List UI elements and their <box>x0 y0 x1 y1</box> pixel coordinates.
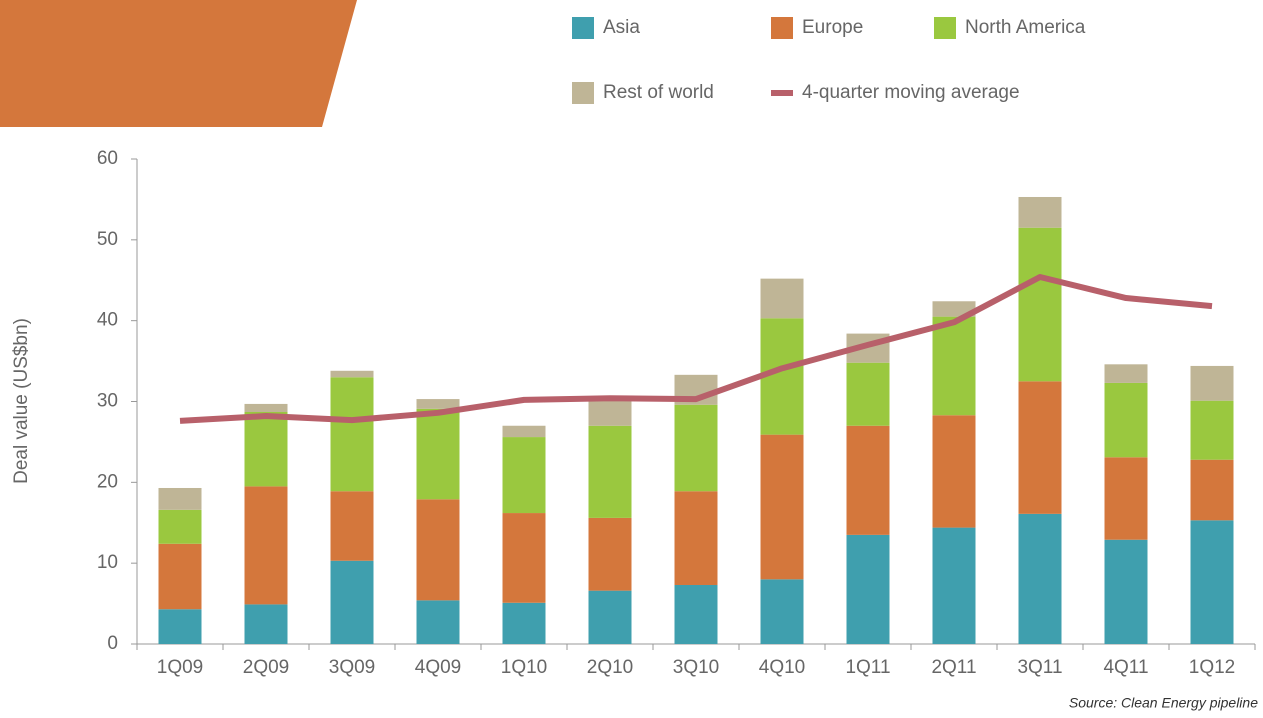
x-tick-label: 3Q10 <box>673 657 719 678</box>
y-tick-label: 0 <box>107 633 118 654</box>
legend-label: Asia <box>603 17 640 38</box>
y-tick-label: 30 <box>97 391 118 412</box>
bar-segment <box>674 491 718 585</box>
x-tick-label: 4Q10 <box>759 657 805 678</box>
x-tick-label: 2Q10 <box>587 657 633 678</box>
bar-segment <box>244 604 288 644</box>
legend-swatch <box>572 17 594 39</box>
bar-segment <box>330 491 374 561</box>
legend-label: 4-quarter moving average <box>802 82 1020 103</box>
source-note: Source: Clean Energy pipeline <box>1069 695 1258 711</box>
legend-label: Europe <box>802 17 863 38</box>
y-tick-label: 50 <box>97 229 118 250</box>
y-axis-label: Deal value (US$bn) <box>11 318 32 484</box>
x-tick-label: 4Q09 <box>415 657 461 678</box>
bar-segment <box>760 278 804 319</box>
bar-segment <box>158 487 202 510</box>
bar-segment <box>932 316 976 416</box>
legend-swatch <box>771 17 793 39</box>
bar-segment <box>846 425 890 535</box>
bar-segment <box>588 517 632 591</box>
bar-segment <box>502 602 546 644</box>
bar-segment <box>158 543 202 610</box>
bar-segment <box>674 584 718 644</box>
bar-segment <box>416 408 460 500</box>
legend-label: North America <box>965 17 1086 38</box>
bar-segment <box>1018 513 1062 644</box>
legend-label: Rest of world <box>603 82 714 103</box>
bar-segment <box>244 403 288 413</box>
bar-segment <box>244 412 288 487</box>
bar-segment <box>846 362 890 426</box>
x-tick-label: 1Q10 <box>501 657 547 678</box>
x-tick-label: 3Q09 <box>329 657 375 678</box>
bar-segment <box>588 399 632 426</box>
bar-segment <box>330 370 374 378</box>
bar-segment <box>1190 459 1234 521</box>
bar-segment <box>1190 365 1234 401</box>
y-tick-label: 40 <box>97 310 118 331</box>
bar-segment <box>330 377 374 492</box>
legend-swatch <box>934 17 956 39</box>
x-tick-label: 2Q09 <box>243 657 289 678</box>
bar-segment <box>330 560 374 644</box>
bar-segment <box>674 404 718 492</box>
bar-segment <box>502 425 546 438</box>
x-tick-label: 1Q09 <box>157 657 203 678</box>
moving-average-line <box>179 274 1213 424</box>
bar-segment <box>588 590 632 644</box>
bar-segment <box>244 486 288 605</box>
bar-segment <box>158 609 202 644</box>
x-tick-label: 3Q11 <box>1017 657 1062 678</box>
bar-segment <box>932 527 976 644</box>
bar-segment <box>1104 382 1148 458</box>
bar-segment <box>932 415 976 528</box>
bar-segment <box>416 600 460 644</box>
bar-segment <box>1104 364 1148 383</box>
bar-segment <box>1018 196 1062 228</box>
x-tick-label: 1Q12 <box>1189 657 1235 678</box>
x-tick-label: 2Q11 <box>931 657 976 678</box>
bar-segment <box>416 499 460 601</box>
bar-segment <box>846 534 890 644</box>
bar-segment <box>158 509 202 544</box>
bar-segment <box>502 513 546 603</box>
bar-segment <box>588 425 632 518</box>
y-tick-label: 60 <box>97 148 118 169</box>
bar-segment <box>1018 381 1062 514</box>
bar-segment <box>760 434 804 580</box>
bar-segment <box>932 301 976 317</box>
bar-segment <box>1104 539 1148 644</box>
x-tick-label: 4Q11 <box>1103 657 1148 678</box>
y-tick-label: 10 <box>97 552 118 573</box>
bar-segment <box>760 579 804 644</box>
bar-segment <box>1190 400 1234 460</box>
bar-segment <box>1104 457 1148 540</box>
bar-segment <box>502 437 546 514</box>
legend-swatch <box>572 82 594 104</box>
x-tick-label: 1Q11 <box>845 657 890 678</box>
y-tick-label: 20 <box>97 471 118 492</box>
decor-banner <box>0 0 357 127</box>
bar-segment <box>1018 227 1062 382</box>
bar-segment <box>1190 520 1234 644</box>
bar-segment <box>416 399 460 409</box>
